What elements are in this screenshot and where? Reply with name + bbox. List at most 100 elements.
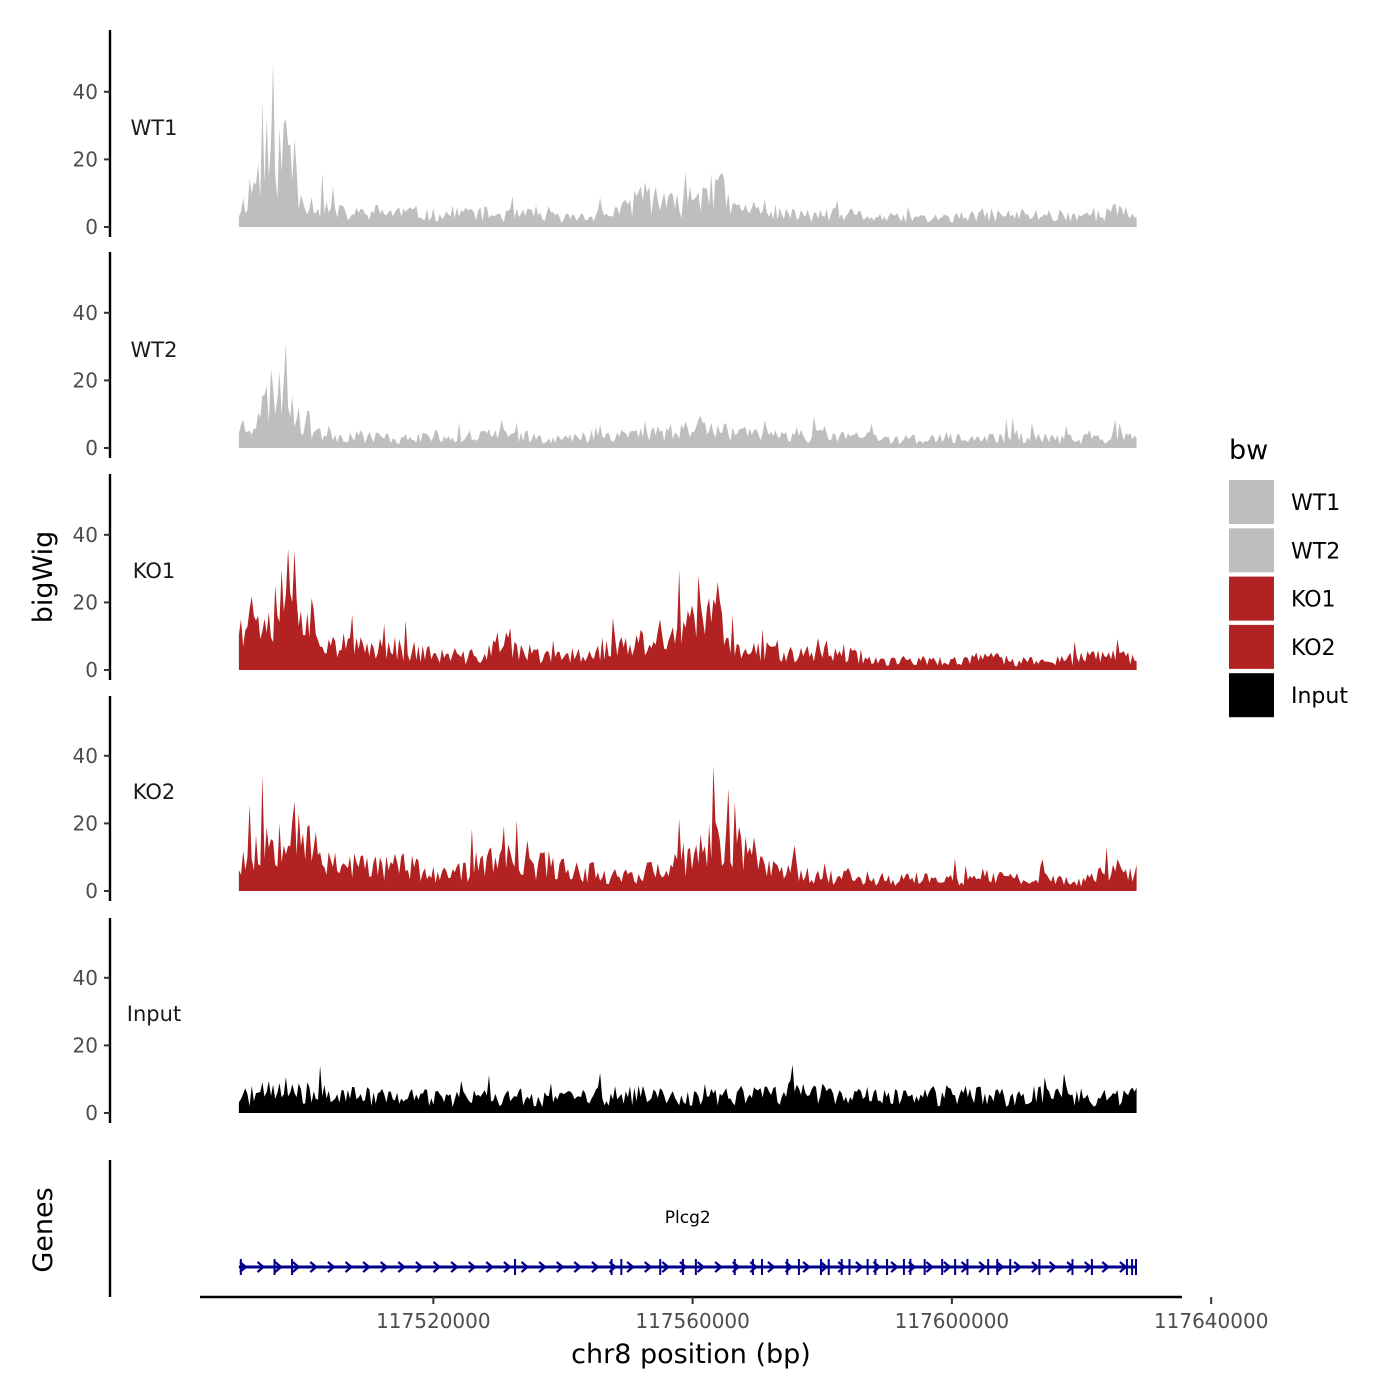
gene-exon bbox=[874, 1259, 877, 1275]
gene-exon bbox=[966, 1259, 969, 1275]
strand-arrow bbox=[1101, 1261, 1111, 1273]
y-tick-label: 0 bbox=[85, 879, 98, 903]
x-tick-label: 117600000 bbox=[895, 1309, 1010, 1333]
y-tick-label: 0 bbox=[85, 436, 98, 460]
gene-exon bbox=[514, 1259, 517, 1275]
gene-exon bbox=[902, 1259, 905, 1275]
y-tick-label: 0 bbox=[85, 1101, 98, 1125]
gene-exon bbox=[797, 1259, 800, 1275]
strand-arrow bbox=[679, 1261, 688, 1273]
strand-arrow bbox=[344, 1261, 354, 1273]
strand-arrow bbox=[467, 1261, 477, 1273]
track-label-ko2: KO2 bbox=[133, 780, 176, 804]
track-label-wt2: WT2 bbox=[131, 338, 178, 362]
strand-arrow bbox=[538, 1261, 547, 1273]
strand-arrow bbox=[256, 1261, 266, 1273]
gene-exon bbox=[694, 1259, 697, 1275]
gene-exon bbox=[1009, 1259, 1012, 1275]
strand-arrow bbox=[802, 1261, 811, 1273]
legend-label-wt2: WT2 bbox=[1291, 539, 1340, 564]
gene-exon bbox=[886, 1259, 889, 1275]
legend-title: bw bbox=[1229, 435, 1268, 466]
gene-exon bbox=[733, 1259, 736, 1275]
gene-exon bbox=[610, 1259, 613, 1275]
gene-exon bbox=[239, 1259, 242, 1275]
gene-exon bbox=[941, 1259, 944, 1275]
gene-exon bbox=[987, 1259, 990, 1275]
legend-items: WT1 WT2 KO1 KO2 Input bbox=[1229, 480, 1348, 718]
strand-arrow bbox=[714, 1261, 723, 1273]
strand-arrow bbox=[819, 1261, 829, 1273]
strand-arrow bbox=[767, 1261, 776, 1273]
gene-exon bbox=[760, 1259, 763, 1275]
strand-arrow bbox=[397, 1261, 407, 1273]
legend-label-ko2: KO2 bbox=[1291, 636, 1336, 661]
coverage-track-wt1 bbox=[238, 61, 1137, 228]
plot-area: 0 20 40 WT1 0 20 40 WT2 0 20 40 KO1 0 20 40 KO2 0 20 40 Inp… bbox=[73, 30, 1268, 1333]
strand-arrow bbox=[661, 1261, 671, 1273]
track-label-ko1: KO1 bbox=[133, 559, 176, 583]
y-axis-title: bigWig bbox=[28, 531, 59, 624]
strand-arrow bbox=[450, 1261, 459, 1273]
legend-key-ko1 bbox=[1229, 576, 1274, 621]
y-tick-label: 40 bbox=[73, 744, 98, 768]
coverage-track-ko1 bbox=[238, 548, 1137, 670]
coverage-track-ko2 bbox=[238, 765, 1137, 891]
legend-key-wt2 bbox=[1229, 528, 1274, 573]
gene-exon bbox=[1090, 1259, 1093, 1275]
strand-arrow bbox=[1013, 1261, 1023, 1273]
y-tick-label: 40 bbox=[73, 966, 98, 990]
strand-arrow bbox=[555, 1261, 565, 1273]
x-tick-label: 117560000 bbox=[635, 1309, 750, 1333]
y-tick-label: 0 bbox=[85, 658, 98, 682]
strand-arrow bbox=[995, 1261, 1005, 1273]
gene-exon bbox=[681, 1259, 684, 1275]
strand-arrow bbox=[626, 1261, 635, 1273]
gene-exon bbox=[909, 1259, 912, 1275]
strand-arrow bbox=[1048, 1261, 1058, 1273]
gene-exon bbox=[954, 1259, 957, 1275]
gene-exon bbox=[1125, 1259, 1128, 1275]
strand-arrow bbox=[415, 1261, 424, 1273]
gene-exon bbox=[819, 1259, 822, 1275]
gene-exon bbox=[1134, 1259, 1137, 1275]
gene-exon bbox=[923, 1259, 926, 1275]
gene-exon bbox=[866, 1259, 869, 1275]
legend-label-ko1: KO1 bbox=[1291, 588, 1336, 613]
gene-exon bbox=[786, 1259, 789, 1275]
strand-arrow bbox=[379, 1261, 389, 1273]
legend-label-input: Input bbox=[1291, 684, 1348, 709]
gene-exon bbox=[751, 1259, 754, 1275]
gene-exon bbox=[291, 1259, 294, 1275]
y-tick-label: 20 bbox=[73, 1033, 98, 1057]
y-tick-label: 20 bbox=[73, 147, 98, 171]
gene-exon bbox=[1131, 1259, 1134, 1275]
gene-exon bbox=[620, 1259, 623, 1275]
strand-arrow bbox=[327, 1261, 336, 1273]
strand-arrow bbox=[890, 1261, 899, 1273]
strand-arrow bbox=[239, 1261, 248, 1273]
gene-exon bbox=[848, 1259, 851, 1275]
gene-exon bbox=[996, 1259, 999, 1275]
strand-arrow bbox=[503, 1261, 512, 1273]
strand-arrow bbox=[1031, 1261, 1040, 1273]
strand-arrow bbox=[643, 1261, 653, 1273]
coverage-track-input bbox=[238, 1064, 1137, 1113]
y-tick-label: 0 bbox=[85, 215, 98, 239]
strand-arrow bbox=[978, 1261, 987, 1273]
y-tick-label: 40 bbox=[73, 523, 98, 547]
gene-exon bbox=[273, 1259, 276, 1275]
track-label-wt1: WT1 bbox=[131, 116, 178, 140]
legend: bw WT1 WT2 KO1 KO2 Input bbox=[1229, 435, 1348, 718]
strand-arrow bbox=[520, 1261, 530, 1273]
strand-arrow bbox=[925, 1261, 935, 1273]
gene-exon bbox=[840, 1259, 843, 1275]
y-tick-label: 40 bbox=[73, 301, 98, 325]
strand-arrow bbox=[573, 1261, 583, 1273]
coverage-track-wt2 bbox=[238, 343, 1137, 448]
y-tick-label: 20 bbox=[73, 590, 98, 614]
y-tick-label: 20 bbox=[73, 811, 98, 835]
strand-arrow bbox=[432, 1261, 442, 1273]
strand-arrow bbox=[696, 1261, 706, 1273]
